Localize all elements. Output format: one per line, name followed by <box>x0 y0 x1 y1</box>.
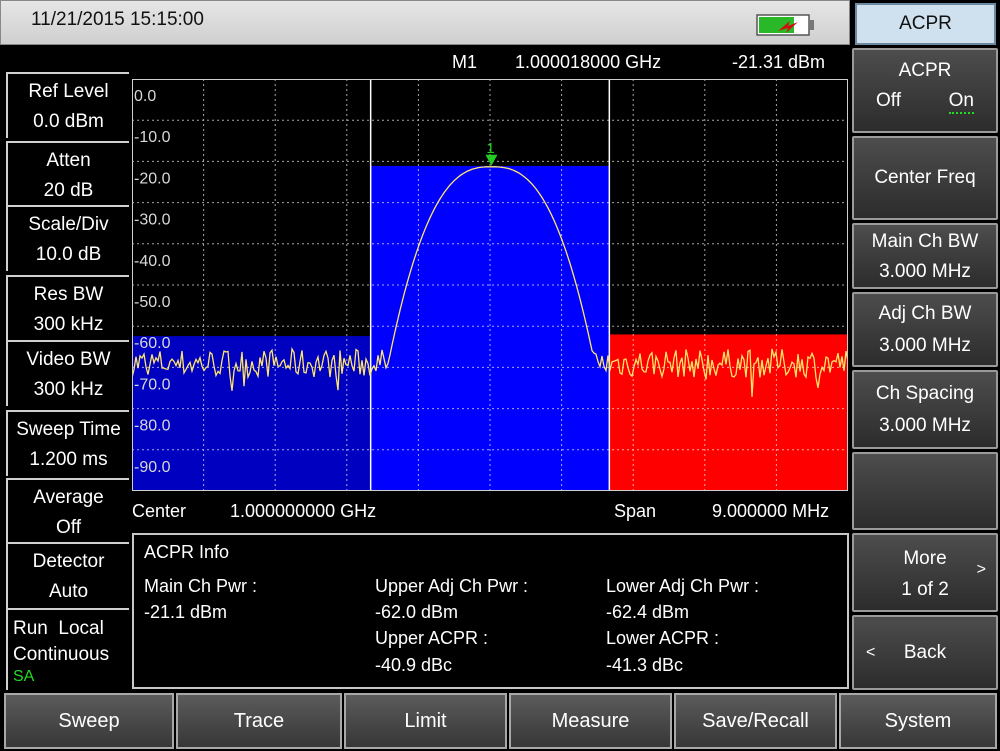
average-button[interactable]: Average Off <box>6 478 129 544</box>
ch-spacing-value: 3.000 MHz <box>879 415 971 436</box>
trace-menu-button[interactable]: Trace <box>176 693 342 749</box>
video-bw-button[interactable]: Video BW 300 kHz <box>6 340 129 406</box>
detector-value: Auto <box>48 581 89 602</box>
marker-frequency: 1.000018000 GHz <box>515 52 662 72</box>
run-status: Run Local Continuous SA <box>6 608 129 690</box>
detector-button[interactable]: Detector Auto <box>6 542 129 608</box>
more-arrow-icon: > <box>976 561 986 578</box>
spectrum-trace <box>132 166 848 397</box>
video-bw-label: Video BW <box>26 349 111 370</box>
center-freq-button[interactable]: Center Freq <box>852 136 998 220</box>
limit-menu-button[interactable]: Limit <box>344 693 507 749</box>
adj-ch-bw-label: Adj Ch BW <box>878 303 972 324</box>
lower-acpr-label: Lower ACPR : <box>606 628 720 648</box>
lower-acpr-value: -41.3 dBc <box>606 655 684 675</box>
marker-name: M1 <box>452 52 478 72</box>
acpr-off-option: Off <box>876 90 901 111</box>
scale-div-value: 10.0 dB <box>35 244 102 265</box>
y-tick-label: -30.0 <box>134 212 171 229</box>
sweep-menu-button[interactable]: Sweep <box>4 693 174 749</box>
scale-div-label: Scale/Div <box>28 214 109 235</box>
scale-div-button[interactable]: Scale/Div 10.0 dB <box>6 205 129 271</box>
res-bw-button[interactable]: Res BW 300 kHz <box>6 275 129 341</box>
center-value: 1.000000000 GHz <box>230 501 377 521</box>
empty-softkey[interactable] <box>852 452 998 530</box>
atten-label: Atten <box>46 150 91 171</box>
battery-charging-icon <box>756 13 818 37</box>
center-label: Center <box>132 501 187 521</box>
back-arrow-icon: < <box>866 644 876 661</box>
lower-adj-ch-pwr-label: Lower Adj Ch Pwr : <box>606 576 760 596</box>
sweep-time-button[interactable]: Sweep Time 1.200 ms <box>6 410 129 476</box>
ch-spacing-label: Ch Spacing <box>875 383 975 404</box>
y-tick-label: -20.0 <box>134 170 171 187</box>
ref-level-label: Ref Level <box>28 81 109 102</box>
frequency-bar: Center 1.000000000 GHz Span 9.000000 MHz <box>132 492 850 530</box>
span-value: 9.000000 MHz <box>712 501 830 521</box>
res-bw-label: Res BW <box>33 284 104 305</box>
status-bar: 11/21/2015 15:15:00 <box>0 0 850 45</box>
mode-tab[interactable]: ACPR <box>855 3 996 45</box>
res-bw-value: 300 kHz <box>33 314 104 335</box>
continuous-text: Continuous <box>13 644 110 665</box>
y-tick-label: -90.0 <box>134 459 171 476</box>
y-tick-label: -60.0 <box>134 335 171 352</box>
mode-sa-text: SA <box>13 668 35 685</box>
more-page: 1 of 2 <box>901 579 949 600</box>
back-label: Back <box>903 642 947 663</box>
acpr-info-panel: ACPR Info Main Ch Pwr : -21.1 dBm Upper … <box>132 533 849 689</box>
ref-level-value: 0.0 dBm <box>33 111 104 132</box>
acpr-info-title: ACPR Info <box>144 542 230 562</box>
measure-menu-button[interactable]: Measure <box>509 693 672 749</box>
system-menu-button[interactable]: System <box>839 693 997 749</box>
upper-acpr-label: Upper ACPR : <box>375 628 489 648</box>
y-tick-label: -80.0 <box>134 418 171 435</box>
more-button[interactable]: More 1 of 2 > <box>852 533 998 612</box>
datetime: 11/21/2015 15:15:00 <box>31 9 204 30</box>
main-ch-pwr-value: -21.1 dBm <box>144 602 228 622</box>
y-tick-label: -40.0 <box>134 253 171 270</box>
ref-level-button[interactable]: Ref Level 0.0 dBm <box>6 72 129 138</box>
sweep-time-label: Sweep Time <box>16 419 121 440</box>
acpr-toggle-button[interactable]: ACPR Off On <box>852 48 998 133</box>
y-tick-label: 0.0 <box>134 88 156 105</box>
lower-adj-ch-pwr-value: -62.4 dBm <box>606 602 690 622</box>
save-recall-menu-button[interactable]: Save/Recall <box>674 693 837 749</box>
average-value: Off <box>56 517 81 538</box>
adj-ch-bw-button[interactable]: Adj Ch BW 3.000 MHz <box>852 292 998 367</box>
span-label: Span <box>614 501 657 521</box>
main-ch-pwr-label: Main Ch Pwr : <box>144 576 258 596</box>
average-label: Average <box>33 487 104 508</box>
y-tick-label: -10.0 <box>134 129 171 146</box>
detector-label: Detector <box>32 551 105 572</box>
video-bw-value: 300 kHz <box>33 379 104 400</box>
more-label: More <box>903 548 947 569</box>
acpr-toggle-label: ACPR <box>898 60 952 81</box>
acpr-on-option: On <box>948 90 974 114</box>
main-ch-bw-label: Main Ch BW <box>871 231 979 252</box>
y-tick-label: -70.0 <box>134 376 171 393</box>
marker-arrow-icon[interactable] <box>485 154 498 166</box>
upper-acpr-value: -40.9 dBc <box>375 655 453 675</box>
back-button[interactable]: < Back <box>852 615 998 690</box>
upper-adj-ch-pwr-value: -62.0 dBm <box>375 602 459 622</box>
adj-ch-bw-value: 3.000 MHz <box>879 335 971 356</box>
sweep-time-value: 1.200 ms <box>29 449 108 470</box>
atten-button[interactable]: Atten 20 dB <box>6 141 129 207</box>
ch-spacing-button[interactable]: Ch Spacing 3.000 MHz <box>852 370 998 449</box>
marker-number-label: 1 <box>486 140 494 157</box>
main-ch-bw-button[interactable]: Main Ch BW 3.000 MHz <box>852 223 998 289</box>
atten-value: 20 dB <box>43 180 94 201</box>
upper-adj-ch-pwr-label: Upper Adj Ch Pwr : <box>375 576 529 596</box>
marker-level: -21.31 dBm <box>732 52 826 72</box>
marker-readout: M1 1.000018000 GHz -21.31 dBm <box>132 45 850 78</box>
run-local-text: Run Local <box>13 618 104 639</box>
spectrum-display[interactable]: 0.0 -10.0 -20.0 -30.0 -40.0 -50.0 -60.0 -70.0 -8… <box>132 79 848 491</box>
y-tick-label: -50.0 <box>134 294 171 311</box>
main-ch-bw-value: 3.000 MHz <box>879 261 971 282</box>
